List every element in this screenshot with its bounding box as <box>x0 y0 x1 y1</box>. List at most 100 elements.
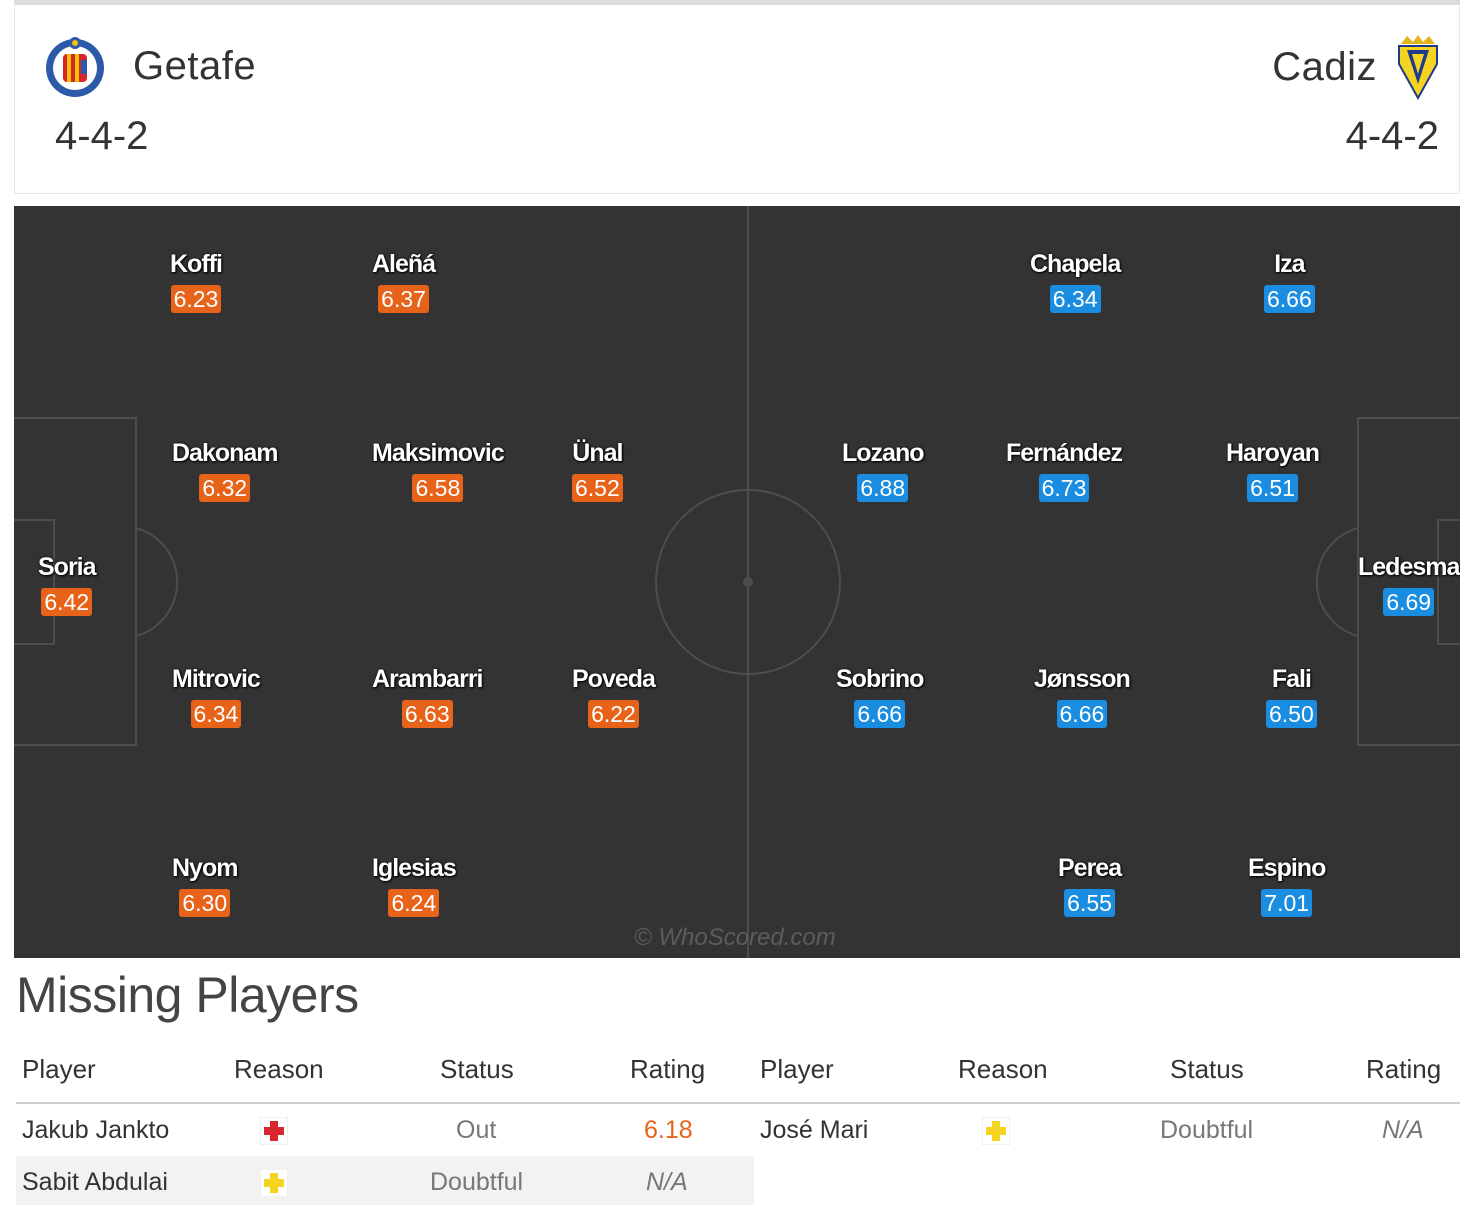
player-rating: 6.22 <box>588 700 639 728</box>
player-name: Koffi <box>170 250 223 278</box>
player-rating: 6.24 <box>388 889 440 917</box>
missing-players-title: Missing Players <box>16 967 359 1023</box>
table-row[interactable]: Jakub Jankto Out 6.18 <box>16 1104 754 1156</box>
watermark: © WhoScored.com <box>634 924 836 951</box>
player-rating: 6.30 <box>179 889 231 917</box>
home-player[interactable]: Koffi 6.23 <box>170 250 223 313</box>
player-name: Fernández <box>1006 439 1123 467</box>
pitch-markings <box>14 206 1460 958</box>
player-rating: 6.42 <box>41 588 93 616</box>
player-name: Fali <box>1271 665 1312 693</box>
player-rating: 6.63 <box>401 700 453 728</box>
player-name: Nyom <box>172 854 238 882</box>
player-name: Maksimovic <box>372 439 505 467</box>
player-rating: 6.73 <box>1038 474 1090 502</box>
away-player[interactable]: Lozano 6.88 <box>842 439 924 502</box>
header-player[interactable]: Player <box>22 1054 96 1084</box>
away-player[interactable]: Iza 6.66 <box>1264 250 1315 313</box>
player-name: Poveda <box>572 665 656 693</box>
status-text: Out <box>456 1116 497 1144</box>
away-team-name[interactable]: Cadiz <box>1272 44 1377 89</box>
player-name: Chapela <box>1030 250 1121 278</box>
away-team[interactable]: Cadiz <box>1272 34 1441 100</box>
player-rating: 6.32 <box>199 474 251 502</box>
doubtful-yellow-cross-icon <box>982 1117 1010 1145</box>
home-player[interactable]: Maksimovic 6.58 <box>372 439 505 502</box>
away-player[interactable]: Haroyan 6.51 <box>1226 439 1320 502</box>
rating-value: 6.18 <box>644 1116 693 1144</box>
top-border <box>14 0 1460 5</box>
match-header: Getafe 4-4-2 Cadiz 4-4-2 <box>14 6 1460 194</box>
player-name: Aleñá <box>372 250 436 278</box>
away-player[interactable]: Sobrino 6.66 <box>836 665 924 728</box>
player-name[interactable]: Sabit Abdulai <box>22 1168 168 1196</box>
player-name: Soria <box>38 553 97 581</box>
player-name[interactable]: Jakub Jankto <box>22 1116 170 1144</box>
header-reason[interactable]: Reason <box>234 1054 324 1084</box>
header-reason[interactable]: Reason <box>958 1054 1048 1084</box>
rating-value: N/A <box>1382 1116 1424 1144</box>
home-missing-table: Player Reason Status Rating Jakub Jankto… <box>16 1040 754 1205</box>
home-team-name[interactable]: Getafe <box>133 43 257 88</box>
away-player[interactable]: Fali 6.50 <box>1266 665 1317 728</box>
player-rating: 6.34 <box>190 700 242 728</box>
header-rating[interactable]: Rating <box>1366 1054 1442 1084</box>
away-player[interactable]: Jønsson 6.66 <box>1034 665 1131 728</box>
player-name: Ledesma <box>1358 553 1460 581</box>
table-row[interactable]: José Mari Doubtful N/A <box>754 1104 1460 1156</box>
player-name: Sobrino <box>836 665 924 693</box>
header-player[interactable]: Player <box>760 1054 834 1084</box>
player-rating: 6.51 <box>1247 474 1298 502</box>
away-player[interactable]: Perea 6.55 <box>1058 854 1122 917</box>
home-team[interactable]: Getafe <box>43 34 256 98</box>
away-formation: 4-4-2 <box>1345 114 1439 158</box>
pitch: Koffi 6.23 Aleñá 6.37 Dakonam 6.32 Maksi… <box>14 206 1460 958</box>
home-player[interactable]: Aleñá 6.37 <box>372 250 436 313</box>
player-rating: 6.52 <box>572 474 623 502</box>
player-rating: 6.66 <box>854 700 906 728</box>
away-player[interactable]: Ledesma 6.69 <box>1358 553 1460 616</box>
away-player[interactable]: Espino 7.01 <box>1248 854 1326 917</box>
player-name: Arambarri <box>372 665 483 693</box>
player-name: Iglesias <box>372 854 457 882</box>
player-rating: 6.34 <box>1049 285 1101 313</box>
table-header: Player Reason Status Rating <box>16 1040 754 1104</box>
home-player[interactable]: Nyom 6.30 <box>172 854 238 917</box>
away-missing-table: Player Reason Status Rating José Mari Do… <box>754 1040 1460 1156</box>
player-rating: 6.66 <box>1056 700 1108 728</box>
player-name: Ünal <box>572 439 623 467</box>
away-player[interactable]: Fernández 6.73 <box>1006 439 1123 502</box>
home-player[interactable]: Arambarri 6.63 <box>372 665 483 728</box>
player-rating: 6.50 <box>1266 700 1317 728</box>
away-player[interactable]: Chapela 6.34 <box>1030 250 1121 313</box>
cadiz-crest-icon <box>1398 35 1438 100</box>
player-rating: 6.37 <box>378 285 429 313</box>
doubtful-yellow-cross-icon <box>260 1169 288 1197</box>
home-player[interactable]: Ünal 6.52 <box>572 439 623 502</box>
home-player[interactable]: Iglesias 6.24 <box>372 854 457 917</box>
player-name: Iza <box>1274 250 1305 278</box>
status-text: Doubtful <box>1160 1116 1254 1144</box>
home-player[interactable]: Mitrovic 6.34 <box>172 665 261 728</box>
player-rating: 6.55 <box>1064 889 1115 917</box>
player-name: Espino <box>1248 854 1326 882</box>
home-formation: 4-4-2 <box>55 114 149 158</box>
player-rating: 6.66 <box>1264 285 1315 313</box>
player-rating: 6.23 <box>170 285 222 313</box>
player-name: Haroyan <box>1226 439 1320 467</box>
player-name[interactable]: José Mari <box>760 1116 869 1144</box>
rating-value: N/A <box>646 1168 688 1196</box>
player-name: Perea <box>1058 854 1122 882</box>
player-rating: 6.69 <box>1383 588 1435 616</box>
home-player[interactable]: Poveda 6.22 <box>572 665 656 728</box>
header-rating[interactable]: Rating <box>630 1054 706 1084</box>
table-header: Player Reason Status Rating <box>754 1040 1460 1104</box>
home-player[interactable]: Dakonam 6.32 <box>172 439 279 502</box>
getafe-crest-icon <box>46 37 104 97</box>
header-status[interactable]: Status <box>1170 1054 1244 1084</box>
home-player[interactable]: Soria 6.42 <box>38 553 97 616</box>
table-row[interactable]: Sabit Abdulai Doubtful N/A <box>16 1156 754 1205</box>
header-status[interactable]: Status <box>440 1054 514 1084</box>
player-rating: 6.58 <box>412 474 464 502</box>
player-name: Mitrovic <box>172 665 261 693</box>
